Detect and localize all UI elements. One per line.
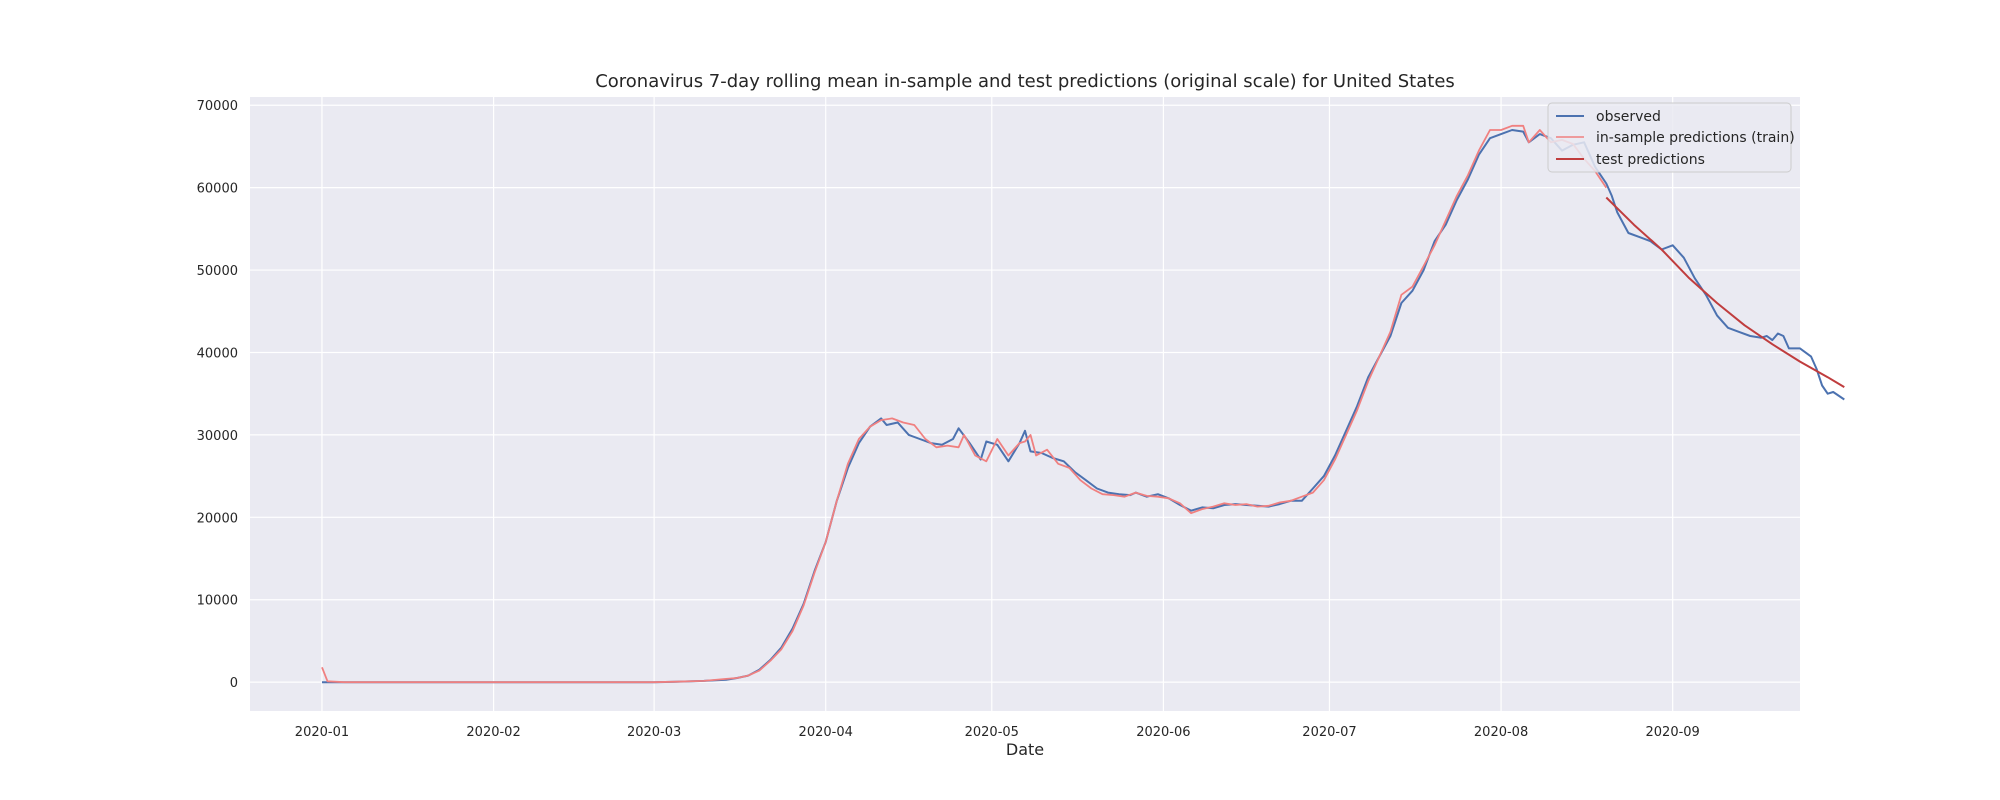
y-tick-label: 30000	[197, 429, 238, 444]
legend-label-train: in-sample predictions (train)	[1596, 130, 1795, 146]
series-layer	[321, 124, 1845, 684]
y-tick-label: 10000	[197, 594, 238, 609]
x-tick-label: 2020-05	[965, 725, 1019, 740]
x-tick-label: 2020-03	[627, 725, 681, 740]
x-tick-label: 2020-07	[1302, 725, 1356, 740]
y-axis-ticks: 0 10000 20000 30000 40000 50000 60000 70000	[197, 99, 238, 691]
y-tick-label: 20000	[197, 511, 238, 526]
series-line-train	[321, 124, 1608, 684]
legend-box	[1547, 102, 1792, 173]
y-tick-label: 40000	[197, 346, 238, 361]
x-tick-label: 2020-02	[466, 725, 520, 740]
grid	[250, 97, 1800, 711]
legend-label-test: test predictions	[1596, 152, 1705, 168]
x-tick-label: 2020-04	[799, 725, 853, 740]
y-tick-label: 50000	[197, 264, 238, 279]
series-line-test	[1605, 196, 1845, 388]
legend: observed in-sample predictions (train) t…	[1547, 102, 1795, 173]
y-tick-label: 70000	[197, 99, 238, 114]
x-tick-label: 2020-01	[295, 725, 349, 740]
x-tick-label: 2020-08	[1474, 725, 1528, 740]
x-axis-ticks: 2020-01 2020-02 2020-03 2020-04 2020-05 2020-…	[295, 725, 1700, 740]
plot-background	[250, 97, 1800, 711]
y-tick-label: 60000	[197, 182, 238, 197]
y-tick-label: 0	[230, 676, 238, 691]
x-tick-label: 2020-06	[1136, 725, 1190, 740]
chart-title: Coronavirus 7-day rolling mean in-sample…	[595, 71, 1455, 92]
legend-label-observed: observed	[1596, 109, 1661, 125]
x-axis-label: Date	[1006, 740, 1044, 759]
x-tick-label: 2020-09	[1646, 725, 1700, 740]
